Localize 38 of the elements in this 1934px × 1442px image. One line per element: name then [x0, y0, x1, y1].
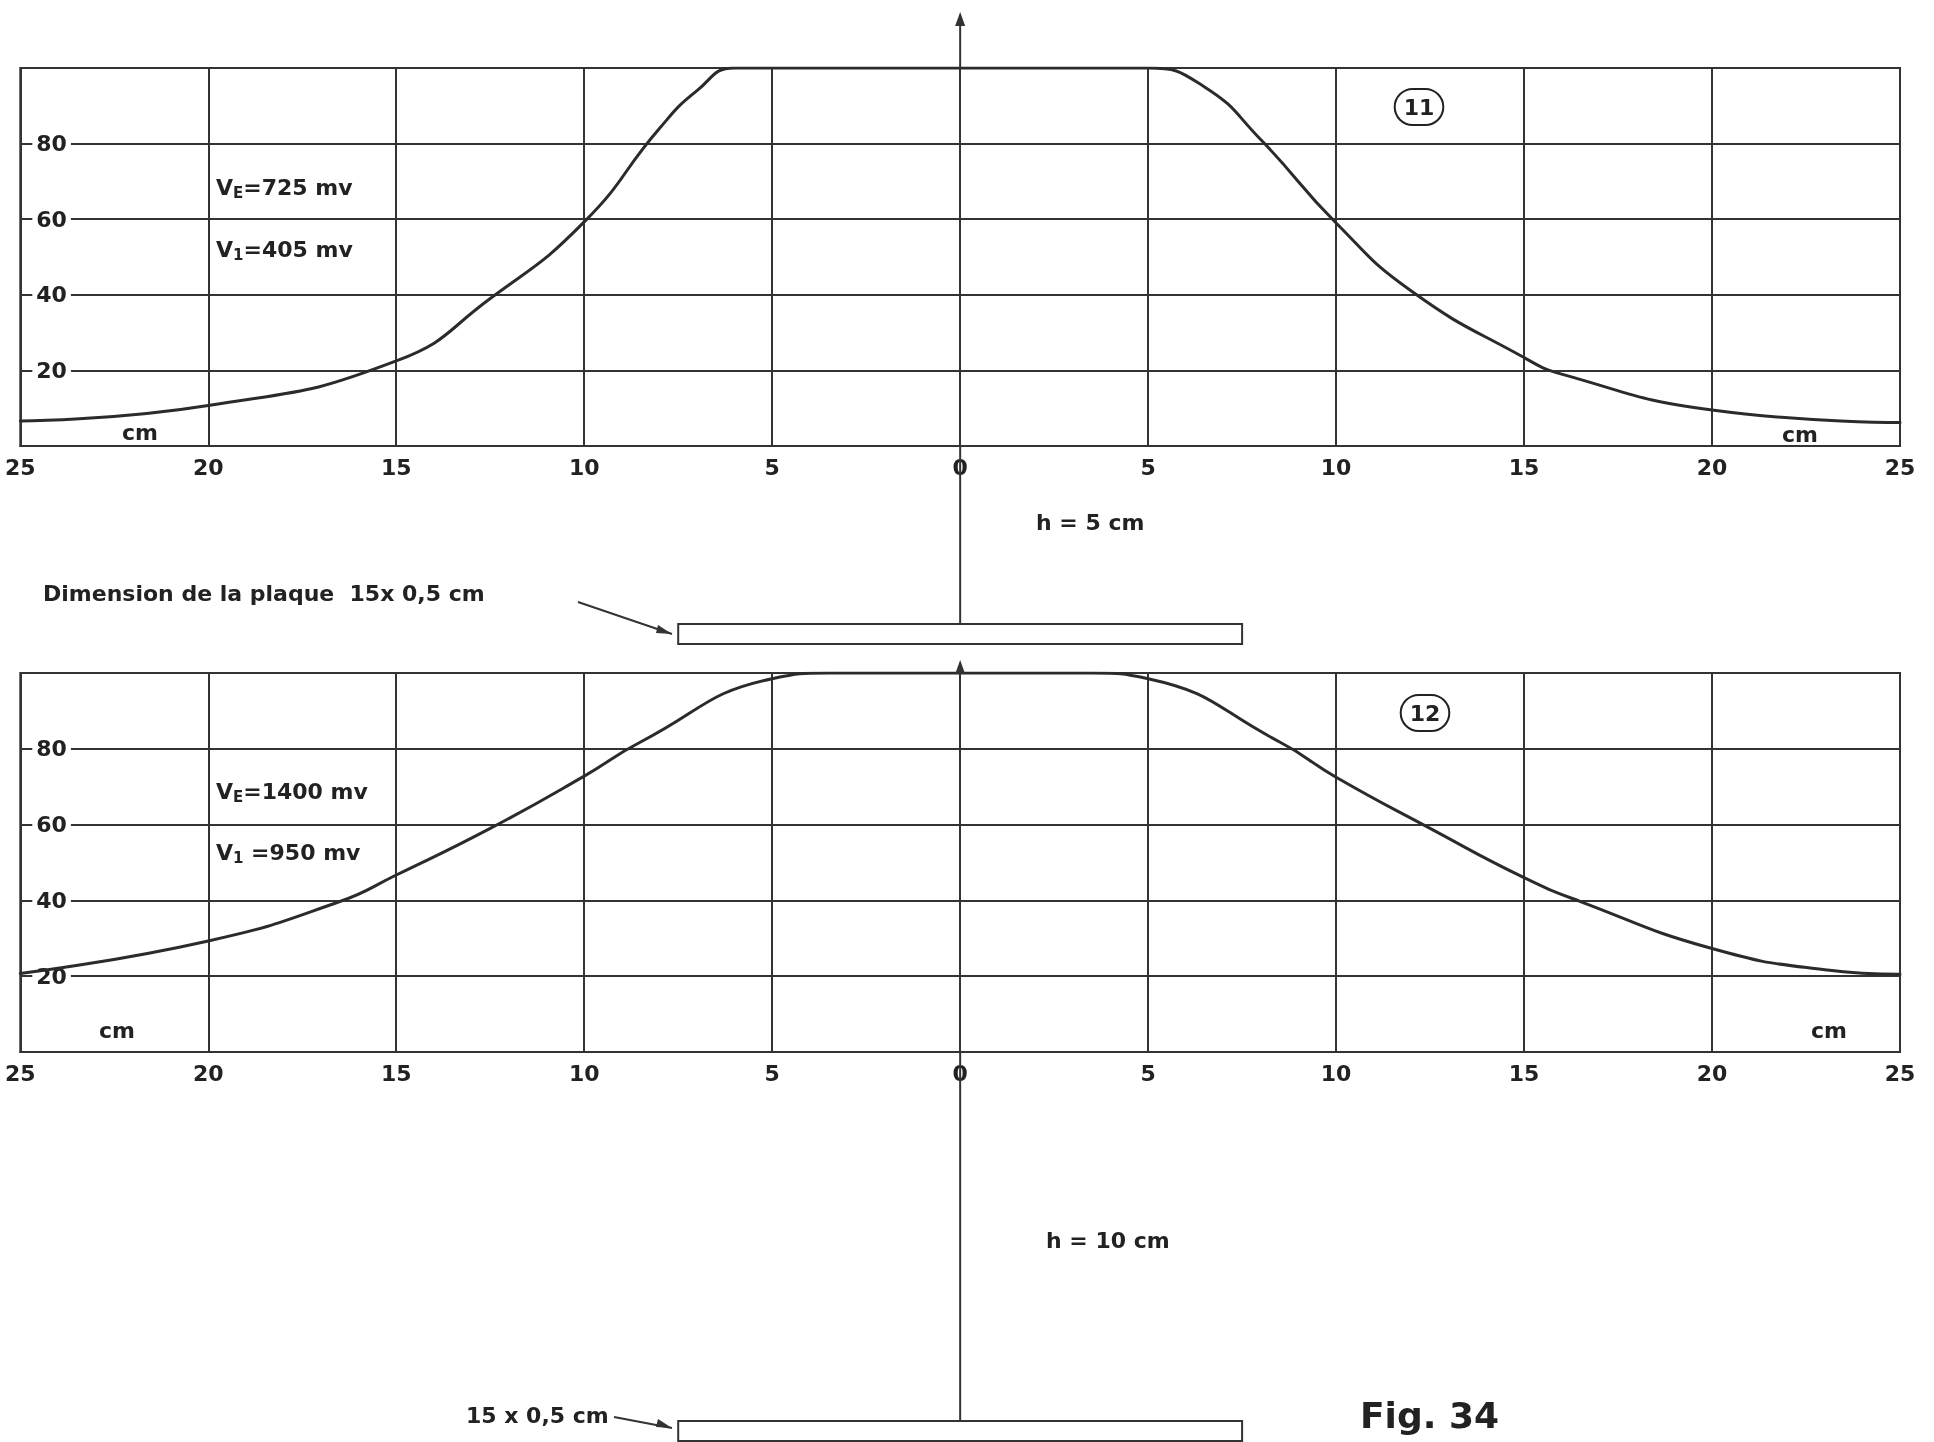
annotation: 12: [1409, 700, 1441, 726]
y-tick-label: 40: [36, 887, 67, 913]
annotation: cm: [1811, 1017, 1847, 1043]
y-tick-label: 60: [36, 206, 67, 232]
y-tick-label: 80: [36, 736, 67, 762]
x-tick-label: 20: [1696, 1060, 1728, 1086]
caption: Fig. 34: [1360, 1394, 1500, 1436]
text: 15 x 0,5 cm: [466, 1402, 609, 1428]
x-tick-label: 25: [1884, 1060, 1916, 1086]
text: h = 5 cm: [1036, 509, 1145, 535]
x-tick-label: 10: [568, 454, 600, 480]
x-tick-label: 5: [1140, 1060, 1156, 1086]
x-tick-label: 15: [1508, 1060, 1540, 1086]
x-tick-label: 5: [764, 1060, 780, 1086]
x-tick-label: 25: [1884, 454, 1916, 480]
x-tick-label: 20: [1696, 454, 1728, 480]
x-tick-label: 5: [764, 454, 780, 480]
x-tick-label: 25: [5, 1060, 36, 1086]
x-tick-label: 10: [568, 1060, 600, 1086]
annotation: 11: [1403, 94, 1435, 120]
x-tick-label: 10: [1320, 1060, 1352, 1086]
text: h = 10 cm: [1046, 1227, 1170, 1253]
y-tick-label: 20: [36, 357, 67, 383]
annotation: cm: [1782, 421, 1818, 447]
annotation: cm: [99, 1017, 135, 1043]
x-tick-label: 20: [192, 1060, 224, 1086]
y-tick-label: 40: [36, 282, 67, 308]
x-tick-label: 10: [1320, 454, 1352, 480]
x-tick-label: 15: [380, 454, 412, 480]
annotation: cm: [122, 419, 158, 445]
y-tick-label: 60: [36, 812, 67, 838]
x-tick-label: 15: [380, 1060, 412, 1086]
y-tick-label: 80: [36, 131, 67, 157]
text: Dimension de la plaque 15x 0,5 cm: [43, 580, 485, 606]
x-tick-label: 5: [1140, 454, 1156, 480]
x-tick-label: 15: [1508, 454, 1540, 480]
x-tick-label: 25: [5, 454, 36, 480]
x-tick-label: 20: [192, 454, 224, 480]
